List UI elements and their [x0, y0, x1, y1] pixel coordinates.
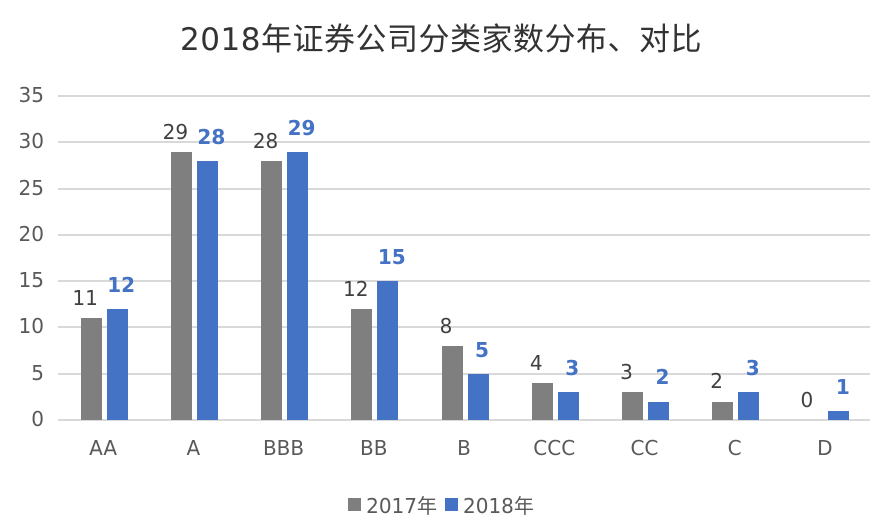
data-label: 1 — [835, 374, 850, 399]
bar-2017 — [261, 160, 283, 420]
y-tick-label: 25 — [18, 175, 44, 200]
y-tick-label: 30 — [18, 129, 44, 154]
bar-2018 — [557, 392, 579, 420]
legend-label: 2017年 — [366, 494, 437, 518]
x-tick-label: AA — [89, 436, 118, 460]
bar-2018 — [738, 392, 760, 420]
gridline — [58, 141, 870, 144]
data-label: 5 — [475, 337, 489, 362]
bar-2018 — [647, 401, 669, 420]
data-label: 4 — [529, 350, 543, 375]
gridline — [58, 233, 870, 236]
y-tick-label: 15 — [18, 268, 44, 293]
data-label: 11 — [72, 286, 98, 311]
data-label: 8 — [439, 313, 453, 338]
category-group: 11 12 — [58, 96, 870, 420]
data-label: 3 — [620, 360, 633, 385]
bar-2017 — [441, 345, 463, 420]
x-tick-label: CC — [630, 436, 659, 460]
x-tick-label: BB — [360, 436, 388, 460]
legend: 2017年 2018年 — [0, 490, 882, 519]
category-group: 29 28 — [58, 96, 870, 420]
x-tick-label: D — [817, 436, 833, 460]
data-label: 0 — [800, 388, 814, 412]
x-tick-label: BBB — [262, 436, 305, 460]
data-label: 15 — [377, 245, 406, 270]
gridline — [58, 95, 870, 97]
plot-area: 11 12 29 28 28 29 12 15 8 5 4 3 3 2 2 3 0 1 — [58, 95, 870, 421]
gridline — [58, 280, 870, 283]
category-group: 12 15 — [58, 96, 870, 420]
data-label: 2 — [710, 369, 724, 394]
bar-2018 — [828, 410, 850, 420]
data-label: 28 — [197, 124, 226, 149]
bar-2018 — [287, 151, 309, 420]
bar-2017 — [531, 382, 553, 420]
x-tick-label: A — [186, 436, 201, 460]
gridline — [58, 187, 870, 190]
legend-swatch-icon — [348, 498, 362, 511]
legend-swatch-icon — [445, 498, 458, 511]
category-group: 28 29 — [58, 96, 870, 420]
legend-label: 2018年 — [463, 494, 534, 518]
data-label: 3 — [745, 356, 760, 381]
bar-2017 — [712, 401, 734, 420]
data-label: 3 — [565, 356, 580, 381]
bar-2017 — [621, 392, 643, 420]
bar-2018 — [106, 308, 128, 420]
bar-2018 — [196, 160, 218, 420]
bar-2017 — [351, 308, 373, 420]
y-tick-label: 10 — [18, 314, 44, 339]
bar-2018 — [377, 281, 399, 420]
gridline — [58, 326, 870, 329]
gridline — [58, 419, 870, 421]
y-tick-label: 35 — [18, 83, 44, 107]
y-tick-label: 20 — [18, 221, 44, 246]
chart-title: 2018年证券公司分类家数分布、对比 — [180, 22, 702, 58]
data-label: 2 — [655, 365, 670, 390]
data-label: 28 — [252, 128, 279, 153]
bar-2017 — [80, 318, 102, 420]
bar-2018 — [467, 373, 489, 420]
data-label: 29 — [162, 119, 189, 144]
gridline — [58, 372, 870, 375]
data-label: 12 — [107, 272, 136, 297]
data-label: 29 — [287, 115, 316, 140]
x-tick-label: CCC — [533, 436, 576, 460]
x-tick-label: C — [727, 436, 742, 460]
legend-item: 2017年 — [348, 490, 437, 519]
data-label: 12 — [343, 276, 369, 301]
y-tick-label: 0 — [31, 407, 44, 431]
x-tick-label: B — [457, 436, 471, 460]
bar-2017 — [170, 151, 192, 420]
y-tick-label: 5 — [31, 360, 44, 385]
legend-item: 2018年 — [445, 490, 534, 519]
